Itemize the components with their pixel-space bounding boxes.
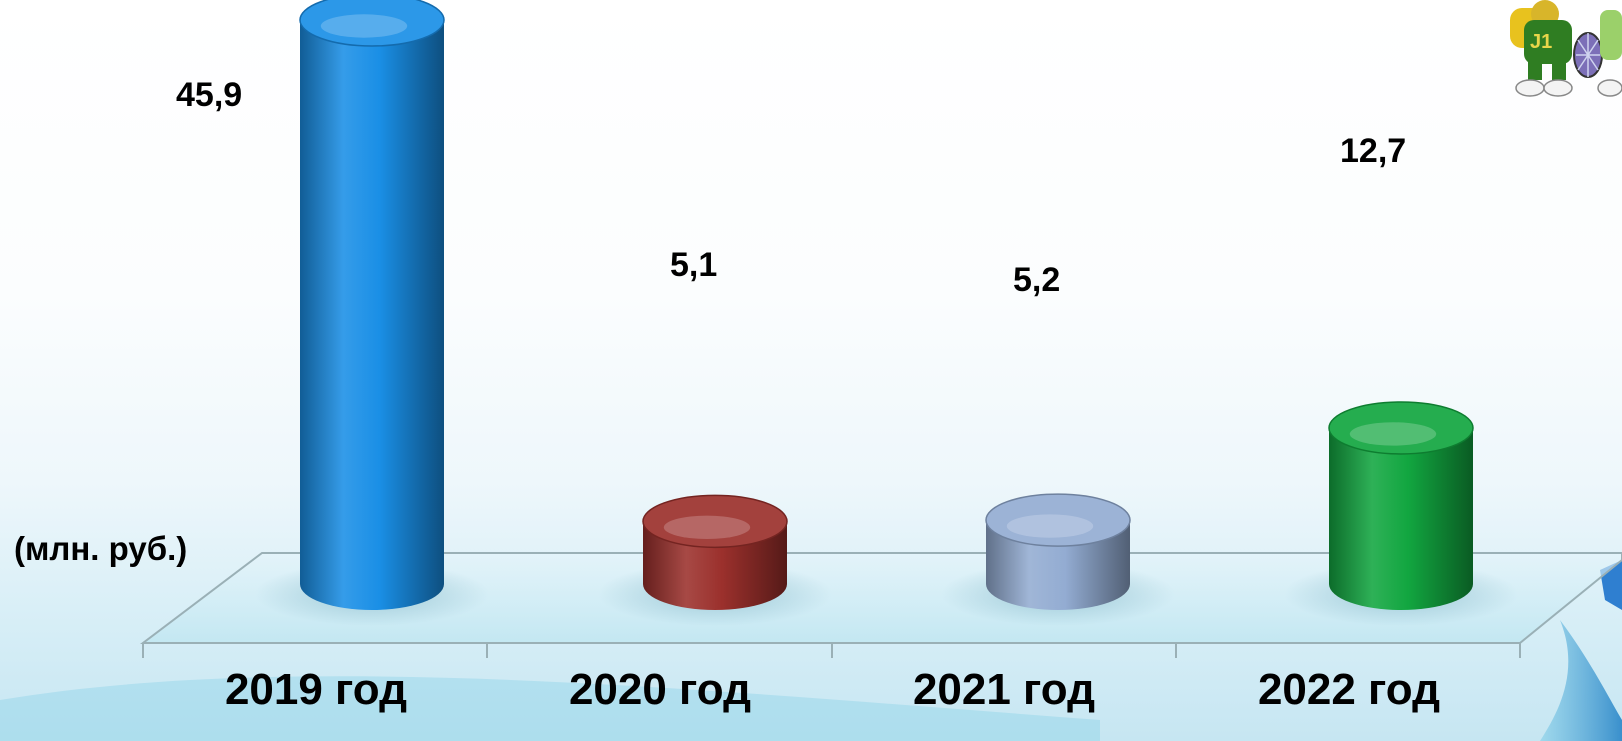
data-label: 45,9 xyxy=(176,76,243,114)
data-label: 5,1 xyxy=(670,246,718,284)
bar-highlight xyxy=(1349,422,1437,446)
data-label: 5,2 xyxy=(1013,261,1061,299)
bar-highlight xyxy=(1006,514,1094,538)
x-tick-label: 2022 год xyxy=(1257,665,1441,714)
bar xyxy=(255,0,489,626)
background-swoosh xyxy=(0,676,1100,741)
bar-body xyxy=(1329,427,1473,610)
x-tick-label: 2020 год xyxy=(568,665,752,714)
x-tick-label: 2019 год xyxy=(224,665,408,714)
bar-highlight xyxy=(663,515,751,540)
y-axis-unit-label: (млн. руб.) xyxy=(14,530,188,567)
background-swoosh xyxy=(1540,620,1622,741)
bar xyxy=(1284,401,1518,626)
bar-body xyxy=(300,20,444,610)
svg-text:J1: J1 xyxy=(1530,31,1552,53)
data-label: 12,7 xyxy=(1340,132,1407,170)
x-tick-label: 2021 год xyxy=(912,665,1096,714)
bar xyxy=(598,494,832,626)
bar-highlight xyxy=(320,14,408,38)
tennis-mascot-icon: J1 xyxy=(1510,0,1622,97)
bar xyxy=(941,493,1175,626)
